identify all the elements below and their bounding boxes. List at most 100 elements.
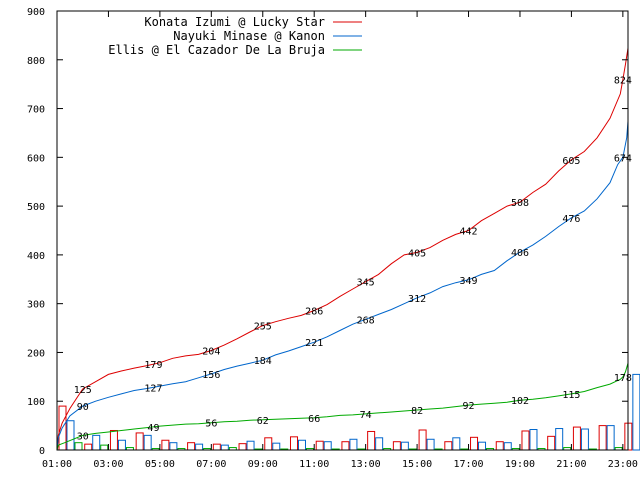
x-tick-label: 19:00 [505,459,535,470]
x-tick-label: 21:00 [556,459,586,470]
hourly-bar [478,441,487,451]
hourly-bar [400,441,409,451]
hourly-bar [418,429,427,451]
y-tick-label: 700 [27,105,45,116]
hourly-bar [632,373,640,451]
cumulative-lines [56,48,629,451]
hourly-bar [521,430,530,451]
hourly-bar [547,435,556,451]
y-tick-label: 0 [39,446,45,457]
data-label: 184 [254,356,272,367]
data-label: 62 [257,416,269,427]
data-label: 824 [614,75,632,86]
hourly-bar [529,429,538,451]
hourly-bar [315,440,324,451]
data-label: 345 [357,278,375,289]
data-label: 508 [511,198,529,209]
y-tick-label: 400 [27,251,45,262]
y-tick-label: 100 [27,397,45,408]
x-tick-label: 23:00 [608,459,638,470]
data-label: 179 [144,360,162,371]
data-label: 102 [511,396,529,407]
x-tick-label: 09:00 [248,459,278,470]
x-tick-label: 07:00 [196,459,226,470]
hourly-bar [470,436,479,451]
data-label: 56 [205,419,217,430]
hourly-bar [135,432,144,451]
hourly-bar [143,434,152,451]
x-tick-label: 05:00 [145,459,175,470]
hourly-bar [606,425,615,451]
y-tick-label: 800 [27,56,45,67]
hourly-bar [100,444,109,451]
hourly-bar [66,420,75,451]
x-tick-label: 11:00 [299,459,329,470]
hourly-bar [444,441,453,451]
data-label: 74 [360,410,372,421]
data-label: 204 [202,346,220,357]
data-label: 268 [357,315,375,326]
legend-label: Nayuki Minase @ Kanon [173,29,325,43]
data-label: 125 [74,385,92,396]
series-line [56,48,629,451]
data-label: 674 [614,153,632,164]
hourly-bar [349,438,358,451]
hourly-bar [187,442,196,451]
data-label: 476 [562,214,580,225]
hourly-bar [220,444,229,451]
hourly-bar [169,442,178,451]
y-tick-label: 500 [27,202,45,213]
data-label: 66 [308,414,320,425]
hourly-bar [580,428,589,451]
data-label: 82 [411,406,423,417]
axes: 0 100 200 300 400 500 600 700 800 900 01:00 03:00 05… [27,7,638,470]
x-tick-label: 15:00 [402,459,432,470]
hourly-bar [161,439,170,451]
data-label: 405 [408,248,426,259]
data-label: 127 [144,383,162,394]
hourly-bar [92,434,101,451]
y-tick-label: 200 [27,348,45,359]
data-label: 49 [147,423,159,434]
hourly-bar [195,443,204,451]
hourly-bar [555,428,564,451]
data-label: 349 [460,276,478,287]
hourly-bar [264,437,273,451]
series-line [56,363,629,451]
hourly-bar [246,440,255,451]
hourly-bar [572,426,581,451]
point-labels: 125 179 204 255 286 345 405 442 508 605 824 90 127 15… [74,75,632,442]
legend-label: Konata Izumi @ Lucky Star [144,15,325,29]
data-label: 90 [77,402,89,413]
hourly-bar [117,439,126,451]
hourly-bar [272,442,281,451]
data-label: 92 [463,401,475,412]
hourly-bar [212,443,221,451]
y-tick-label: 900 [27,7,45,18]
data-label: 30 [77,431,89,442]
hourly-bar [426,438,435,451]
hourly-bar [323,441,332,451]
x-tick-label: 03:00 [93,459,123,470]
hourly-bar [341,441,350,451]
data-label: 255 [254,322,272,333]
hourly-bar [297,439,306,451]
hourly-bar [84,443,93,451]
hourly-bar [367,430,376,451]
hourly-bar [109,429,118,451]
y-tick-label: 300 [27,300,45,311]
hourly-bar [375,437,384,451]
data-label: 605 [562,156,580,167]
hourly-bar [452,437,461,451]
y-tick-label: 600 [27,153,45,164]
hourly-bar [392,441,401,451]
data-label: 156 [202,370,220,381]
hourly-bar [289,436,298,451]
legend-label: Ellis @ El Cazador De La Bruja [108,43,325,57]
data-label: 312 [408,294,426,305]
hourly-bar [503,442,512,451]
data-label: 406 [511,248,529,259]
data-label: 178 [614,373,632,384]
